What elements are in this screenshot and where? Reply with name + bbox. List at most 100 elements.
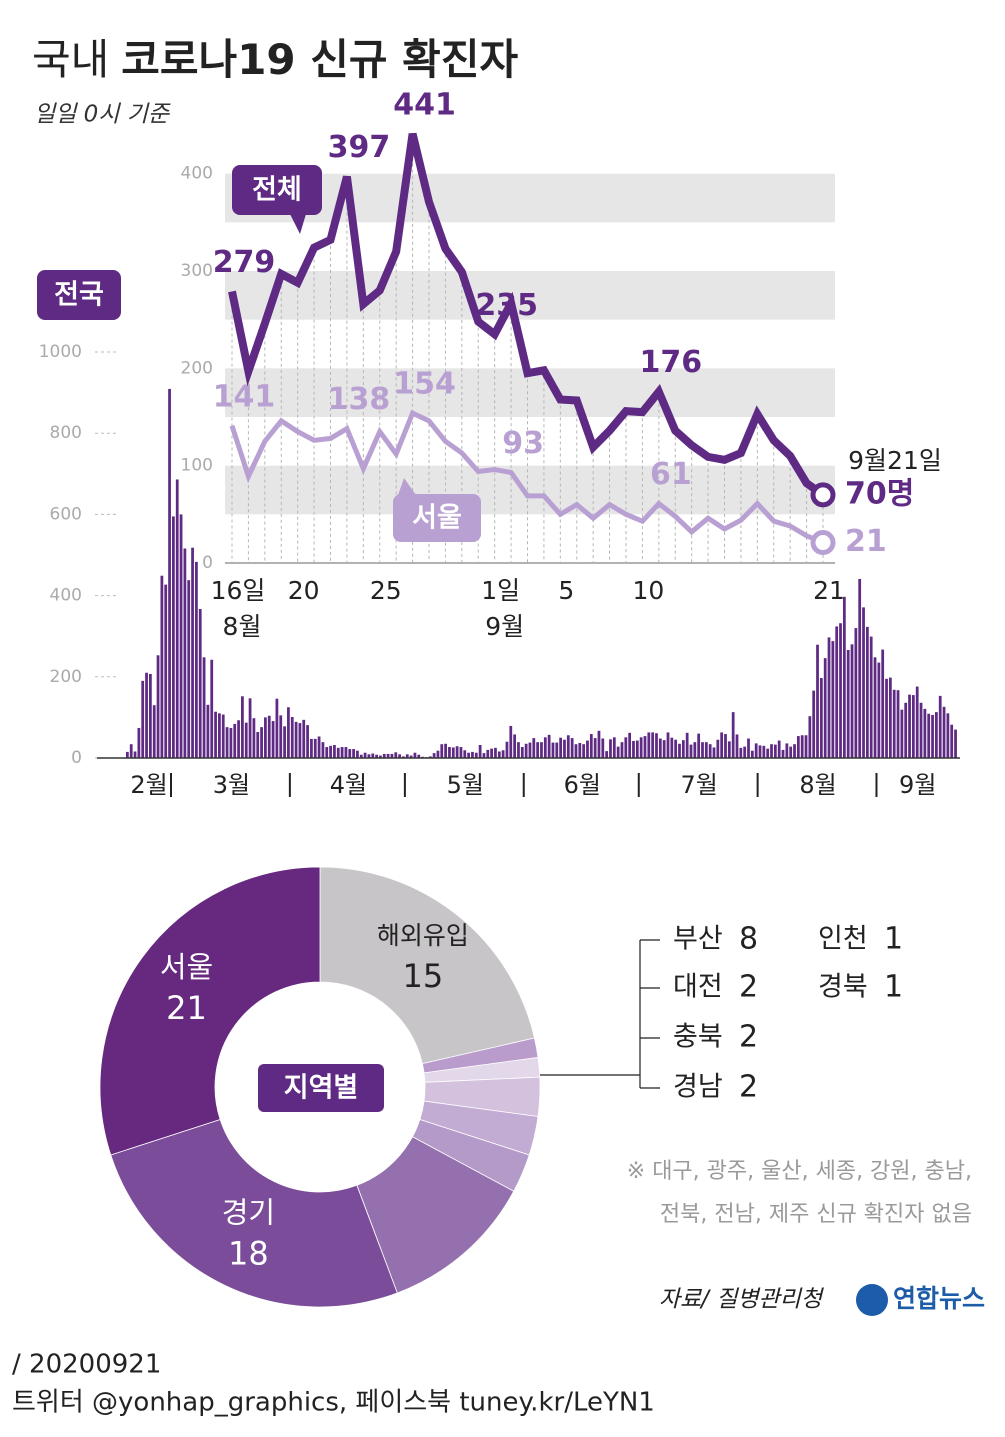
bar <box>915 686 919 758</box>
grid-band <box>225 465 835 515</box>
logo-icon <box>856 1284 888 1316</box>
bar <box>835 626 839 758</box>
bar <box>758 745 762 758</box>
value-label: 21 <box>845 524 887 559</box>
bar <box>612 737 616 758</box>
bar <box>149 673 152 758</box>
value-label: 235 <box>475 288 538 323</box>
value-label: 61 <box>650 457 692 492</box>
bar <box>267 715 271 758</box>
x-tick-label: 25 <box>370 576 402 605</box>
bar <box>609 739 612 758</box>
bar <box>942 706 946 758</box>
bar <box>474 752 478 758</box>
bar <box>520 747 524 758</box>
bar <box>735 734 739 758</box>
bar <box>221 714 225 758</box>
x-tick-label: 3월 <box>213 771 250 799</box>
value-label: 279 <box>213 245 276 280</box>
bar <box>164 584 168 758</box>
value-label: 397 <box>328 130 391 165</box>
y-tick-label: 300 <box>181 261 213 281</box>
y-tick-label: 0 <box>71 748 82 768</box>
x-tick-label: 6월 <box>564 771 601 799</box>
bar <box>356 750 359 758</box>
bar <box>712 747 716 758</box>
bar <box>156 655 160 758</box>
bar <box>589 734 593 758</box>
bar <box>325 747 329 758</box>
bar <box>478 745 482 758</box>
bar <box>796 736 800 758</box>
bar <box>773 744 777 758</box>
bar <box>367 754 371 758</box>
bar <box>900 709 904 758</box>
slice-label: 경기 <box>222 1196 275 1230</box>
bar <box>888 677 892 758</box>
x-tick-label: 5 <box>558 576 574 605</box>
footer-social: 트위터 @yonhap_graphics, 페이스북 tuney.kr/LeYN… <box>12 1388 655 1418</box>
x-tick-label: 9월 <box>899 771 936 799</box>
slice <box>110 1118 398 1308</box>
bar <box>248 698 252 758</box>
y-tick-label: 200 <box>181 358 213 378</box>
bar <box>747 738 750 758</box>
bar <box>168 388 171 758</box>
chart-name: 전국 <box>54 280 104 311</box>
title-main: 코로나19 신규 확진자 <box>121 35 518 84</box>
bar <box>160 575 164 758</box>
slice <box>99 866 321 1156</box>
bar <box>417 754 421 758</box>
bar <box>352 749 355 758</box>
bar <box>471 751 474 758</box>
bar <box>237 720 240 758</box>
bar <box>455 746 459 758</box>
bar <box>846 650 850 758</box>
bar <box>873 657 877 758</box>
bar <box>731 712 735 758</box>
bar <box>850 644 854 758</box>
bar <box>666 732 670 758</box>
end-point <box>810 530 836 556</box>
logo: 연합뉴스 <box>893 1284 985 1313</box>
bar <box>827 637 831 758</box>
y-tick-label: 1000 <box>39 342 82 362</box>
bar <box>839 623 842 758</box>
bar <box>359 754 363 758</box>
bar <box>697 733 701 758</box>
bar <box>724 734 727 758</box>
bar <box>766 748 770 758</box>
bar <box>954 729 957 758</box>
bar <box>655 733 658 758</box>
bar <box>298 723 302 758</box>
bar <box>428 756 432 758</box>
bar <box>601 738 605 758</box>
bar <box>279 715 283 758</box>
bar <box>379 755 382 758</box>
bar <box>816 644 819 758</box>
x-tick-label: 21 <box>813 576 845 605</box>
bar <box>551 742 555 758</box>
bar <box>317 736 321 758</box>
bar <box>720 732 724 758</box>
bar <box>382 753 386 758</box>
bar <box>459 747 463 758</box>
bar <box>524 743 528 758</box>
series-name: 전체 <box>252 175 302 206</box>
bar <box>919 702 923 758</box>
subtitle: 일일 0시 기준 <box>34 102 171 128</box>
bar <box>689 744 693 758</box>
bar <box>183 548 187 758</box>
bar <box>133 751 137 758</box>
bar <box>670 737 674 758</box>
y-tick-label: 400 <box>50 586 82 606</box>
x-tick-label: 16일 <box>211 576 266 605</box>
bar <box>904 702 908 758</box>
source: 자료/ 질병관리청 <box>659 1287 825 1313</box>
center-box <box>258 1064 384 1112</box>
bar <box>145 672 148 758</box>
bar <box>632 740 635 758</box>
bar <box>256 732 260 758</box>
bar <box>306 725 309 758</box>
